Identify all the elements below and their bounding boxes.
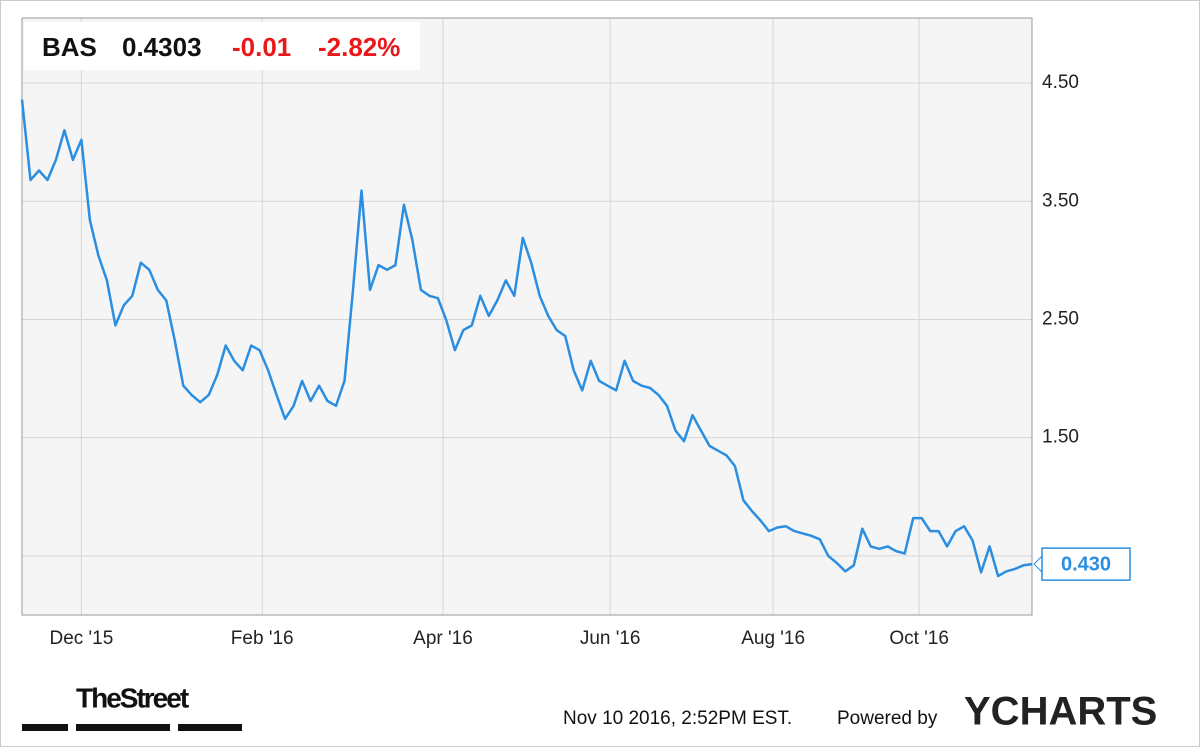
x-tick-label: Oct '16	[889, 628, 949, 649]
powered-by: Powered by	[837, 708, 938, 729]
timestamp: Nov 10 2016, 2:52PM EST.	[563, 708, 792, 729]
price-line	[20, 99, 1033, 578]
plot-border	[21, 17, 1033, 616]
brand: TheStreet	[76, 682, 189, 713]
x-tick-label: Feb '16	[231, 628, 294, 649]
quote-change: -0.01	[232, 32, 291, 62]
quote-change-pct: -2.82%	[318, 32, 400, 62]
y-tick-label: 2.50	[1042, 308, 1079, 329]
y-tick-label: 3.50	[1042, 190, 1079, 211]
quote-box	[24, 22, 420, 70]
x-tick-label: Apr '16	[413, 628, 473, 649]
x-tick-label: Jun '16	[580, 628, 641, 649]
x-tick-label: Aug '16	[741, 628, 805, 649]
grid	[22, 18, 1032, 615]
brand-bar	[22, 724, 68, 731]
x-tick-label: Dec '15	[49, 628, 113, 649]
y-tick-label: 4.50	[1042, 72, 1079, 93]
quote-symbol: BAS	[42, 32, 97, 62]
brand-bar	[76, 724, 170, 731]
y-tick-label: 1.50	[1042, 427, 1079, 448]
quote-price: 0.4303	[122, 32, 202, 62]
last-value-box	[1041, 547, 1131, 581]
last-value-label: 0.430	[1061, 553, 1111, 575]
plot-area	[22, 18, 1032, 615]
provider-logo: YCHARTS	[964, 690, 1157, 734]
brand-bar	[178, 724, 242, 731]
